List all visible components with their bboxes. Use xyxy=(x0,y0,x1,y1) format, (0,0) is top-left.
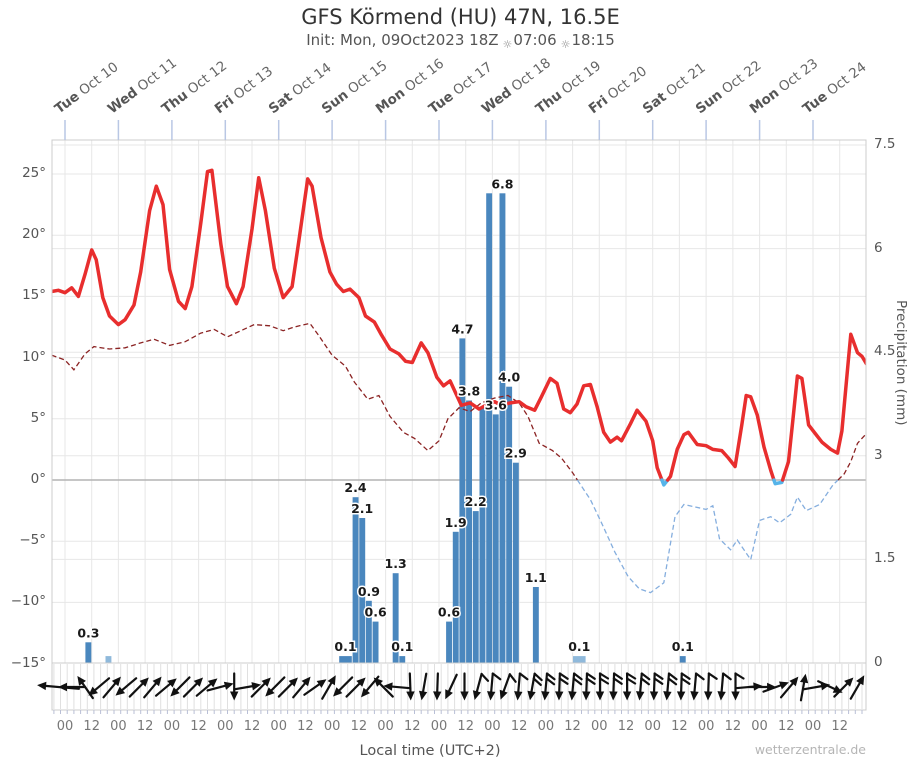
time-tick-label: 00 xyxy=(537,719,555,734)
sunrise-time: 07:06 xyxy=(513,31,557,49)
svg-text:1.1: 1.1 xyxy=(525,570,547,585)
svg-text:0.1: 0.1 xyxy=(391,639,413,654)
precip-bars xyxy=(85,193,686,664)
temp-tick-label: −10° xyxy=(10,593,46,610)
sunrise-icon: ☼ xyxy=(502,38,513,51)
time-tick-label: 00 xyxy=(110,719,127,734)
temp-tick-label: 0° xyxy=(30,471,46,487)
time-tick-label: 00 xyxy=(697,719,715,734)
precip-bar-labels: 0.3 0.1 2.4 2.1 0.9 0.6 1.3 0.1 0.6 1.9 4.7 3.8 2.2 3… xyxy=(76,175,696,656)
svg-text:2.4: 2.4 xyxy=(344,480,366,495)
time-tick-label: 00 xyxy=(591,719,608,734)
init-subtitle: Init: Mon, 09Oct2023 18Z ☼07:06 ☼18:15 xyxy=(0,31,921,51)
time-tick-label: 12 xyxy=(457,719,474,734)
dewpoint-line xyxy=(52,322,866,594)
temp-line xyxy=(52,168,866,487)
svg-text:0.6: 0.6 xyxy=(365,605,387,620)
time-tick-label: 12 xyxy=(243,719,261,734)
precip-tick-label: 6 xyxy=(874,239,883,256)
temp-tick-label: 10° xyxy=(22,348,46,365)
time-tick-label: 12 xyxy=(510,719,528,734)
time-tick-label: 00 xyxy=(270,719,287,734)
svg-text:0.1: 0.1 xyxy=(568,639,590,654)
time-tick-label: 00 xyxy=(323,719,341,734)
svg-text:0.1: 0.1 xyxy=(334,639,356,654)
time-tick-label: 12 xyxy=(190,719,207,734)
precip-tick-label: 1.5 xyxy=(874,550,896,567)
time-tick-label: 00 xyxy=(751,719,768,734)
svg-text:6.8: 6.8 xyxy=(491,176,513,191)
time-tick-label: 00 xyxy=(644,719,661,734)
temp-tick-label: −15° xyxy=(10,654,46,671)
temp-tick-label: −5° xyxy=(19,532,46,549)
time-tick-label: 12 xyxy=(671,719,688,734)
sunset-time: 18:15 xyxy=(571,31,615,49)
time-tick-label: 12 xyxy=(564,719,581,734)
temp-tick-label: 15° xyxy=(22,287,46,304)
svg-text:4.0: 4.0 xyxy=(498,370,520,385)
time-tick-label: 00 xyxy=(163,719,181,734)
precip-tick-label: 4.5 xyxy=(874,343,896,360)
svg-text:0.6: 0.6 xyxy=(438,605,460,620)
svg-text:2.1: 2.1 xyxy=(351,501,373,516)
temp-tick-label: 5° xyxy=(30,409,46,426)
temp-tick-label: 25° xyxy=(22,165,46,181)
wind-arrows xyxy=(37,672,865,702)
x-axis-title: Local time (UTC+2) xyxy=(359,743,501,759)
time-tick-label: 12 xyxy=(617,719,635,734)
svg-text:0.1: 0.1 xyxy=(672,639,694,654)
watermark: wetterzentrale.de xyxy=(754,742,866,757)
time-tick-label: 12 xyxy=(831,719,848,734)
time-tick-label: 12 xyxy=(136,719,154,734)
time-tick-label: 00 xyxy=(56,719,74,734)
time-tick-label: 12 xyxy=(350,719,368,734)
time-tick-label: 00 xyxy=(377,719,394,734)
time-tick-label: 00 xyxy=(804,719,822,734)
svg-text:1.3: 1.3 xyxy=(385,556,407,571)
page-title: GFS Körmend (HU) 47N, 16.5E xyxy=(301,5,620,29)
time-tick-label: 12 xyxy=(404,719,421,734)
svg-text:1.9: 1.9 xyxy=(445,515,467,530)
svg-text:3.6: 3.6 xyxy=(485,397,507,412)
svg-text:3.8: 3.8 xyxy=(458,384,480,399)
init-text: Init: Mon, 09Oct2023 18Z xyxy=(306,31,499,49)
svg-text:0.3: 0.3 xyxy=(77,625,99,640)
time-tick-label: 00 xyxy=(217,719,234,734)
precip-tick-label: 3 xyxy=(874,446,883,463)
temp-tick-label: 20° xyxy=(22,226,46,243)
svg-text:2.9: 2.9 xyxy=(505,446,527,461)
svg-text:4.7: 4.7 xyxy=(451,321,473,336)
sunset-icon: ☼ xyxy=(560,38,571,51)
time-tick-label: 00 xyxy=(484,719,501,734)
svg-text:2.2: 2.2 xyxy=(465,494,487,509)
time-tick-label: 12 xyxy=(83,719,100,734)
time-tick-label: 12 xyxy=(297,719,314,734)
svg-text:0.9: 0.9 xyxy=(358,584,380,599)
precip-tick-label: 7.5 xyxy=(874,135,896,152)
time-tick-label: 00 xyxy=(430,719,448,734)
time-tick-label: 12 xyxy=(778,719,795,734)
precip-tick-label: 0 xyxy=(874,654,883,670)
precip-axis-title: Precipitation (mm) xyxy=(893,300,909,426)
time-tick-label: 12 xyxy=(724,719,742,734)
